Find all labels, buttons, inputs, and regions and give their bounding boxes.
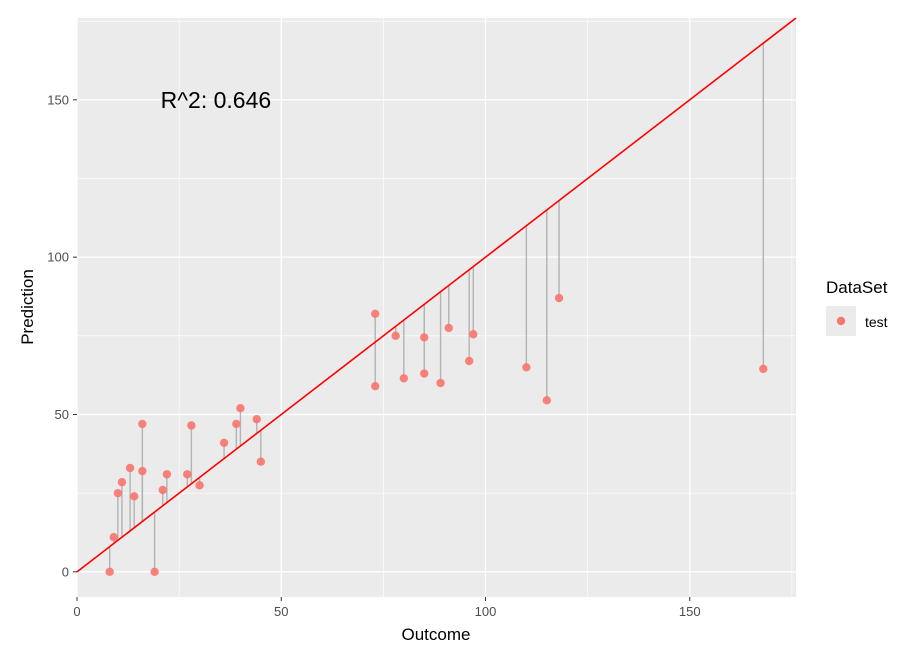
- legend-title: DataSet: [826, 278, 888, 297]
- panel-background: [77, 18, 796, 597]
- residual-segments: [108, 43, 765, 572]
- data-point: [464, 356, 474, 366]
- data-point: [522, 363, 531, 372]
- data-point: [759, 364, 768, 374]
- r-squared-annotation: R^2: 0.646: [161, 87, 272, 113]
- data-point: [371, 309, 380, 318]
- data-point: [399, 374, 409, 383]
- legend-marker: [836, 316, 846, 326]
- y-tick-label: 50: [55, 407, 69, 422]
- data-point: [236, 403, 245, 413]
- x-tick-label: 100: [475, 604, 497, 619]
- data-point: [105, 567, 114, 577]
- x-tick-label: 0: [73, 604, 80, 619]
- data-point: [183, 470, 192, 479]
- data-point: [129, 492, 139, 501]
- data-point: [125, 463, 135, 473]
- data-point: [150, 567, 159, 577]
- identity-line: [76, 17, 797, 573]
- x-tick-label: 150: [679, 604, 701, 619]
- legend: DataSet test: [826, 278, 888, 336]
- data-point: [187, 421, 196, 430]
- legend-label: test: [865, 314, 888, 330]
- x-axis-title: Outcome: [402, 625, 471, 644]
- data-point: [256, 457, 266, 466]
- y-tick-label: 100: [47, 250, 69, 265]
- data-point: [162, 470, 172, 479]
- data-point: [371, 381, 380, 391]
- data-point: [158, 485, 167, 495]
- data-point: [113, 488, 123, 498]
- data-point: [420, 369, 429, 378]
- data-point: [195, 481, 204, 490]
- y-axis: 0 50 100 150: [47, 92, 77, 579]
- data-point: [117, 477, 127, 487]
- y-tick-label: 0: [62, 564, 69, 579]
- data-point: [219, 438, 229, 448]
- data-point: [138, 419, 147, 429]
- data-point: [542, 396, 552, 405]
- data-point: [469, 330, 478, 339]
- x-axis: 0 50 100 150: [73, 597, 701, 619]
- grid-major: [76, 18, 796, 597]
- data-point: [109, 533, 118, 542]
- y-tick-label: 150: [47, 92, 69, 107]
- data-point: [436, 378, 445, 388]
- data-points: [105, 293, 768, 577]
- grid-minor: [77, 18, 796, 597]
- x-tick-label: 50: [274, 604, 288, 619]
- data-point: [232, 419, 241, 429]
- y-axis-title: Prediction: [18, 269, 37, 345]
- data-point: [420, 333, 429, 342]
- data-point: [138, 466, 147, 476]
- data-point: [554, 293, 564, 303]
- data-point: [444, 323, 453, 333]
- data-point: [252, 415, 261, 424]
- data-point: [391, 331, 400, 341]
